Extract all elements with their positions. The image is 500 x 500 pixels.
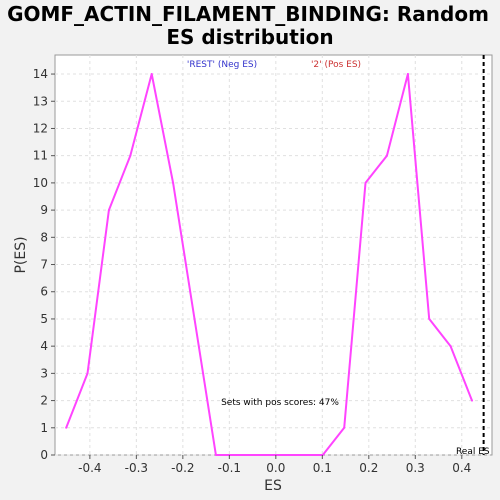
real-es-label: Real ES <box>456 447 490 457</box>
grid-lines <box>55 55 492 456</box>
chart-title-line1: GOMF_ACTIN_FILAMENT_BINDING: Random <box>7 2 489 26</box>
y-axis-label: P(ES) <box>13 236 29 273</box>
data-point-6 <box>193 317 196 320</box>
data-point-10 <box>279 454 282 456</box>
y-tick-label: 12 <box>33 121 48 135</box>
x-axis-ticks: -0.4 -0.3 -0.2 -0.1 0.0 0.1 0.2 0.3 0.4 <box>78 455 471 475</box>
data-point-16 <box>406 73 409 76</box>
data-point-9 <box>257 454 260 456</box>
y-tick-label: 2 <box>40 394 48 408</box>
y-tick-label: 13 <box>33 94 48 108</box>
chart-title-line2: ES distribution <box>166 25 333 49</box>
x-tick-label: -0.1 <box>218 461 241 475</box>
data-point-19 <box>471 399 474 402</box>
y-tick-label: 3 <box>40 366 48 380</box>
y-tick-label: 11 <box>33 149 48 163</box>
y-tick-label: 4 <box>40 339 48 353</box>
data-point-3 <box>129 154 132 157</box>
y-tick-label: 5 <box>40 312 48 326</box>
x-axis-label: ES <box>264 478 282 494</box>
x-tick-label: -0.3 <box>125 461 148 475</box>
y-tick-label: 14 <box>33 67 48 81</box>
plot-area <box>54 54 493 456</box>
data-point-13 <box>343 426 346 429</box>
data-point-11 <box>300 454 303 456</box>
data-point-7 <box>214 454 217 456</box>
data-point-15 <box>385 154 388 157</box>
data-point-4 <box>150 73 153 76</box>
series-layer <box>65 73 474 456</box>
y-tick-label: 8 <box>40 230 48 244</box>
data-point-2 <box>107 209 110 212</box>
legend-pos-es: '2' (Pos ES) <box>311 60 361 70</box>
data-point-0 <box>65 426 68 429</box>
y-tick-label: 6 <box>40 285 48 299</box>
y-tick-label: 9 <box>40 203 48 217</box>
y-tick-label: 1 <box>40 421 48 435</box>
y-tick-label: 10 <box>33 176 48 190</box>
pos-scores-annotation: Sets with pos scores: 47% <box>221 398 339 408</box>
data-point-17 <box>428 317 431 320</box>
es-distribution-line-0 <box>65 73 473 456</box>
data-point-18 <box>449 345 452 348</box>
y-tick-label: 0 <box>40 448 48 462</box>
legend-neg-es: 'REST' (Neg ES) <box>187 60 257 70</box>
x-tick-label: 0.2 <box>359 461 378 475</box>
data-point-14 <box>364 181 367 184</box>
x-tick-label: -0.2 <box>171 461 194 475</box>
data-point-5 <box>172 181 175 184</box>
x-tick-label: 0.0 <box>266 461 285 475</box>
data-point-1 <box>86 372 89 375</box>
x-tick-label: 0.1 <box>313 461 332 475</box>
real-es-layer: Real ES <box>456 55 490 457</box>
data-point-8 <box>236 454 239 456</box>
y-tick-label: 7 <box>40 258 48 272</box>
x-tick-label: -0.4 <box>78 461 101 475</box>
x-tick-label: 0.3 <box>406 461 425 475</box>
x-tick-label: 0.4 <box>452 461 471 475</box>
